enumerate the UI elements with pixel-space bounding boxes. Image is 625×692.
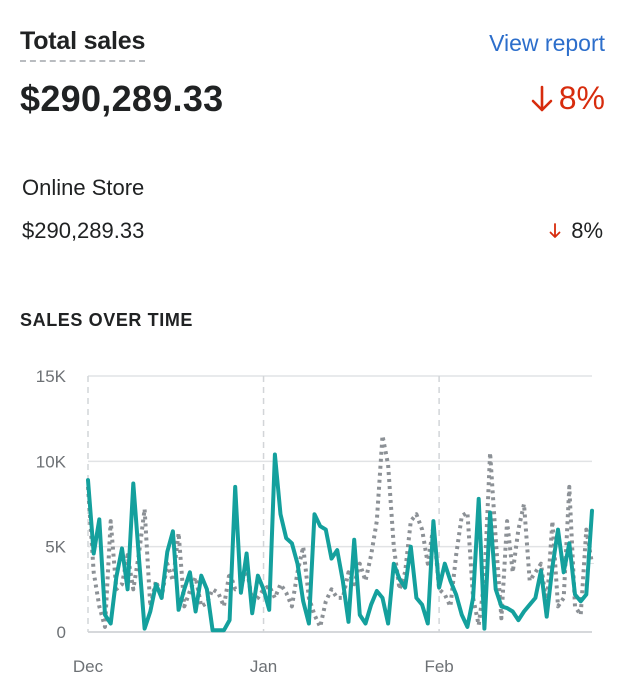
y-tick-label: 10K [36, 452, 67, 471]
channel-change: 8% [549, 218, 603, 244]
total-sales-title[interactable]: Total sales [20, 26, 145, 62]
x-tick-label: Jan [250, 657, 277, 676]
y-tick-label: 15K [36, 367, 67, 386]
y-tick-label: 5K [45, 538, 66, 557]
total-sales-change: 8% [531, 80, 605, 117]
x-tick-label: Feb [424, 657, 453, 676]
y-tick-label: 0 [57, 623, 66, 642]
channel-value: $290,289.33 [22, 218, 145, 243]
total-sales-value: $290,289.33 [20, 78, 224, 119]
x-tick-label: Dec [73, 657, 104, 676]
sales-over-time-title: SALES OVER TIME [20, 310, 194, 330]
channel-change-value: 8% [571, 218, 603, 243]
arrow-down-icon [549, 223, 561, 238]
view-report-link[interactable]: View report [489, 30, 605, 56]
sales-over-time-chart: 0 5K 10K 15K Dec Jan Feb [36, 367, 594, 676]
current-series-line [86, 452, 594, 633]
total-change-value: 8% [558, 80, 605, 116]
comparison-series-line [86, 433, 594, 629]
channel-name: Online Store [22, 175, 145, 200]
arrow-down-icon [531, 85, 553, 111]
